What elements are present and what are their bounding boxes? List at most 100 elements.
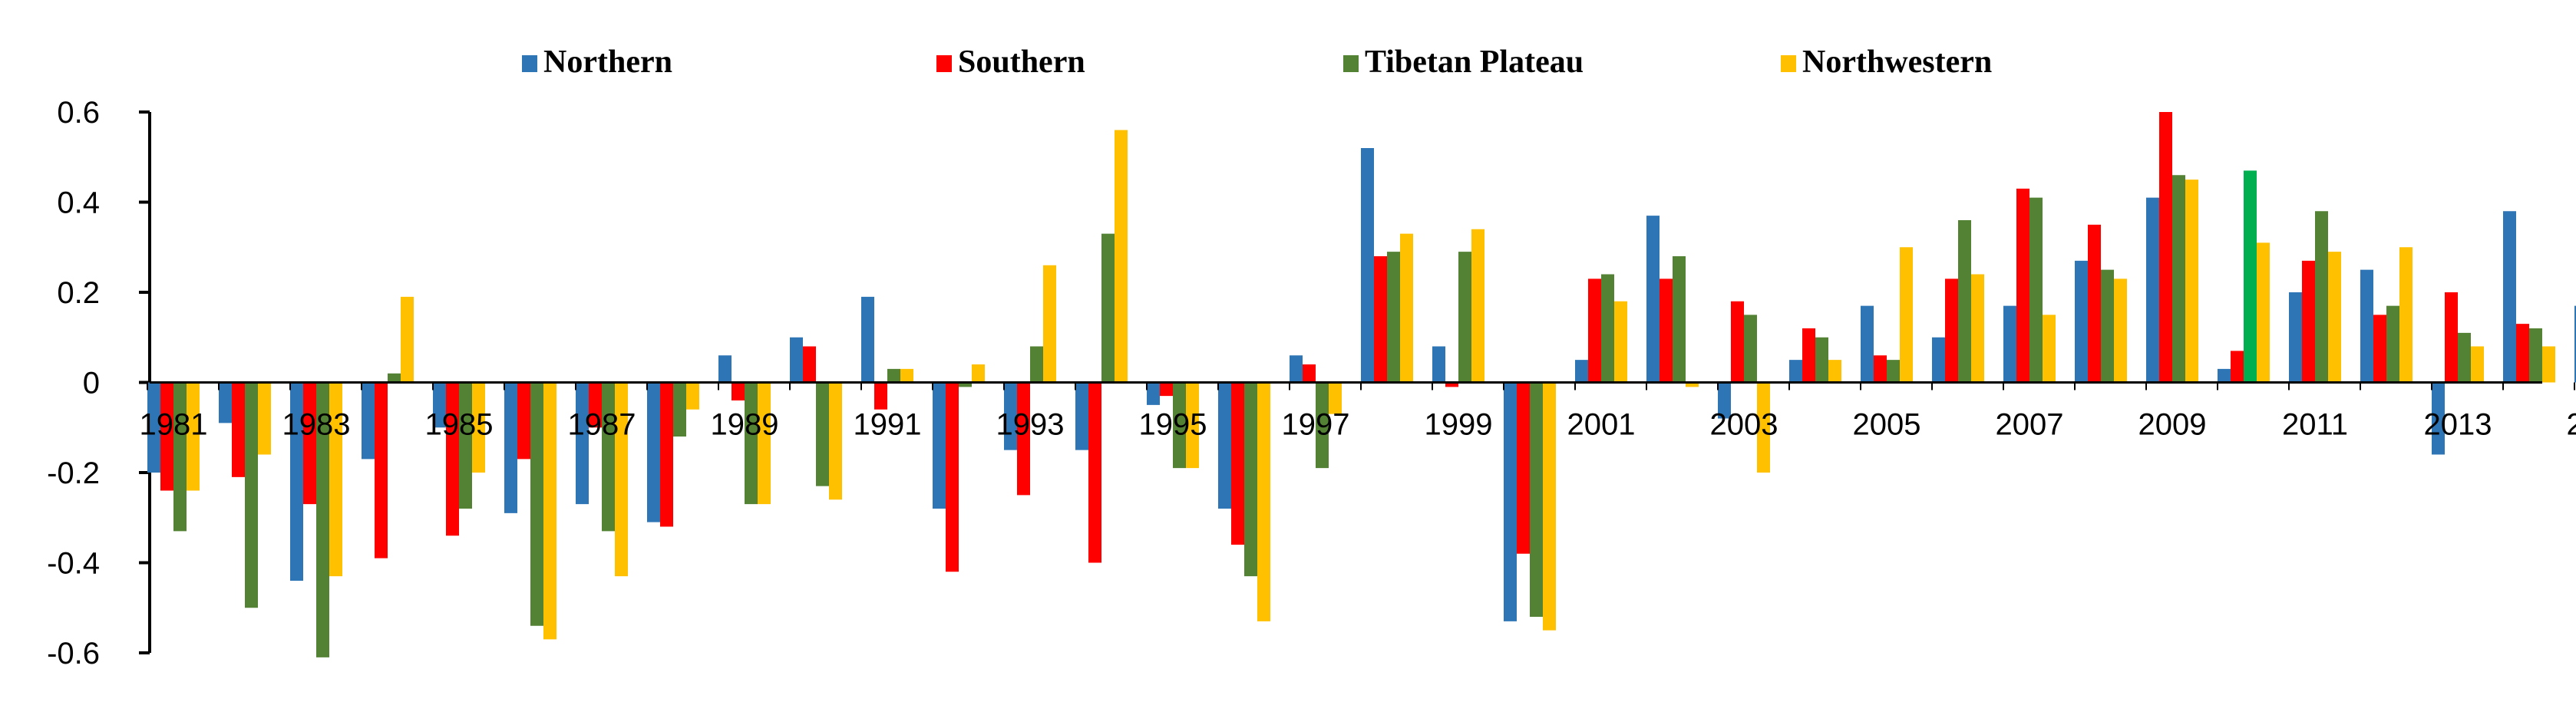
- bar: [2445, 292, 2458, 383]
- bar: [2471, 346, 2484, 383]
- x-tick-label: 1987: [568, 408, 636, 442]
- bar: [1504, 382, 1517, 621]
- x-axis: 1981 1983 1985 1987 1989 1991 1993 1995 1997 1999…: [140, 381, 2576, 442]
- bar: [530, 382, 543, 626]
- bar: [2458, 332, 2471, 383]
- bar: [2172, 175, 2185, 383]
- bar: [1257, 382, 1270, 621]
- bar: [1900, 247, 1913, 383]
- bar: [1575, 360, 1588, 383]
- bar: [316, 382, 329, 657]
- bar: [1361, 148, 1374, 383]
- bar: [1075, 382, 1088, 450]
- bar: [362, 382, 375, 460]
- bar: [2244, 170, 2257, 383]
- bar: [1115, 130, 1128, 383]
- bar: [1329, 382, 1342, 414]
- bar: [543, 382, 556, 640]
- bar: [1887, 360, 1900, 383]
- bar: [2101, 269, 2114, 383]
- bar: [517, 382, 530, 460]
- bar: [647, 382, 660, 522]
- bar: [933, 382, 946, 509]
- x-tick-label: 1991: [854, 408, 922, 442]
- bar: [258, 382, 271, 455]
- bar: [290, 382, 303, 581]
- bar: [1789, 360, 1802, 383]
- bar: [1757, 382, 1770, 473]
- y-tick-label: -0.4: [47, 547, 100, 581]
- bar: [2373, 315, 2386, 383]
- bar: [2146, 197, 2159, 383]
- bar: [2516, 324, 2529, 383]
- bar: [2328, 252, 2341, 383]
- x-tick-label: 2005: [1853, 408, 1921, 442]
- bar: [1244, 382, 1257, 577]
- bar: [1290, 355, 1303, 383]
- bar: [388, 373, 401, 383]
- bar: [1815, 337, 1828, 383]
- bar: [2016, 188, 2029, 383]
- bar: [472, 382, 485, 473]
- bar: [219, 382, 232, 423]
- bar: [401, 296, 414, 383]
- x-tick-label: 1983: [282, 408, 351, 442]
- bar: [2218, 368, 2231, 383]
- x-tick-label: 1985: [425, 408, 494, 442]
- x-tick-label: 1993: [996, 408, 1065, 442]
- bar: [2503, 211, 2516, 383]
- bar: [1686, 382, 1699, 387]
- bar: [433, 382, 446, 428]
- bar: [1958, 220, 1971, 383]
- bar: [959, 382, 972, 387]
- bar: [2302, 260, 2315, 383]
- bar: [660, 382, 673, 527]
- bar: [2432, 382, 2445, 455]
- bar: [2003, 305, 2016, 383]
- legend: Northern Southern Tibetan Plateau Northwest…: [522, 44, 1992, 80]
- x-tick-label: 2015: [2567, 408, 2576, 442]
- bar: [1400, 233, 1413, 383]
- bar: [2043, 315, 2056, 383]
- bar: [2542, 346, 2555, 383]
- bar: [1660, 278, 1673, 383]
- y-tick-label: 0.2: [57, 276, 100, 310]
- legend-swatch: [1781, 55, 1796, 72]
- bar: [2114, 278, 2127, 383]
- legend-label: Northern: [543, 44, 672, 80]
- bar: [1231, 382, 1244, 545]
- bar: [1543, 382, 1556, 631]
- bar: [2399, 247, 2413, 383]
- x-tick-label: 1981: [140, 408, 208, 442]
- bar: [874, 382, 887, 410]
- x-tick-label: 1997: [1282, 408, 1350, 442]
- bar: [1588, 278, 1601, 383]
- bar: [1030, 346, 1043, 383]
- bar: [1673, 256, 1686, 383]
- bar: [829, 382, 842, 500]
- bar: [1601, 274, 1614, 383]
- bar: [2075, 260, 2088, 383]
- bar: [147, 382, 160, 473]
- bar: [2386, 305, 2399, 383]
- bar: [816, 382, 829, 486]
- bar: [1932, 337, 1945, 383]
- bar: [2088, 224, 2101, 383]
- x-tick-label: 2003: [1710, 408, 1778, 442]
- x-tick-label: 2011: [2282, 408, 2348, 442]
- bar: [2257, 242, 2270, 383]
- bar: [2029, 197, 2043, 383]
- x-tick-label: 1989: [711, 408, 779, 442]
- bar: [2360, 269, 2373, 383]
- bar: [375, 382, 388, 558]
- legend-label: Tibetan Plateau: [1365, 44, 1584, 80]
- bar: [1218, 382, 1231, 509]
- bar: [576, 382, 589, 505]
- y-tick-label: -0.6: [47, 637, 100, 671]
- bar: [718, 355, 732, 383]
- bar: [2529, 328, 2542, 383]
- bar: [187, 382, 200, 491]
- bar: [173, 382, 187, 532]
